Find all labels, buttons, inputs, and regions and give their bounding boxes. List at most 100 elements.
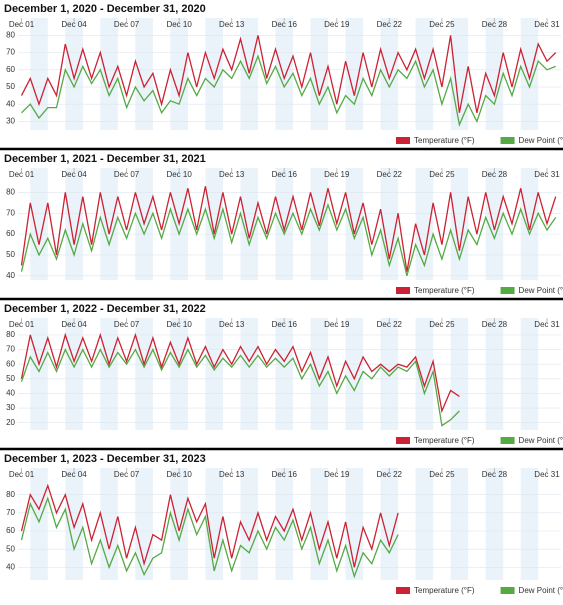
x-tick-label: Dec 19 bbox=[324, 20, 350, 29]
day-band bbox=[275, 318, 294, 430]
day-band bbox=[275, 468, 294, 580]
x-tick-label: Dec 01 bbox=[9, 20, 35, 29]
series-line bbox=[20, 496, 399, 579]
day-band bbox=[65, 468, 83, 580]
x-tick-label: Dec 31 bbox=[534, 470, 560, 479]
y-tick-label: 60 bbox=[6, 229, 15, 238]
day-band bbox=[65, 18, 83, 130]
x-tick-label: Dec 16 bbox=[272, 320, 298, 329]
day-band bbox=[520, 18, 539, 130]
x-tick-label: Dec 31 bbox=[534, 320, 560, 329]
x-tick-label: Dec 13 bbox=[219, 320, 245, 329]
day-band bbox=[170, 468, 188, 580]
legend-label: Temperature (°F) bbox=[414, 136, 475, 145]
x-tick-label: Dec 16 bbox=[272, 170, 298, 179]
y-tick-label: 50 bbox=[6, 250, 15, 259]
legend-swatch bbox=[396, 437, 410, 444]
legend-swatch bbox=[500, 287, 515, 294]
day-band bbox=[380, 18, 399, 130]
y-tick-label: 80 bbox=[6, 188, 15, 197]
x-tick-label: Dec 25 bbox=[429, 20, 455, 29]
day-band bbox=[450, 318, 469, 430]
day-band bbox=[170, 18, 188, 130]
day-band bbox=[310, 18, 329, 130]
x-tick-label: Dec 10 bbox=[166, 470, 192, 479]
chart-title: December 1, 2023 - December 31, 2023 bbox=[4, 453, 206, 465]
x-tick-label: Dec 01 bbox=[9, 320, 35, 329]
day-band bbox=[170, 318, 188, 430]
x-tick-label: Dec 13 bbox=[219, 20, 245, 29]
day-band bbox=[30, 468, 48, 580]
y-tick-label: 50 bbox=[6, 544, 15, 553]
day-band bbox=[450, 168, 469, 280]
legend-swatch bbox=[500, 437, 515, 444]
y-tick-label: 70 bbox=[6, 345, 15, 354]
day-band bbox=[30, 18, 48, 130]
day-band bbox=[100, 18, 118, 130]
x-tick-label: Dec 10 bbox=[166, 170, 192, 179]
day-band bbox=[275, 168, 294, 280]
day-band bbox=[240, 468, 258, 580]
y-tick-label: 40 bbox=[6, 389, 15, 398]
x-tick-label: Dec 28 bbox=[482, 170, 508, 179]
x-tick-label: Dec 01 bbox=[9, 170, 35, 179]
day-band bbox=[485, 468, 504, 580]
legend-swatch bbox=[396, 137, 410, 144]
legend-swatch bbox=[500, 587, 515, 594]
x-tick-label: Dec 19 bbox=[324, 170, 350, 179]
x-tick-label: Dec 28 bbox=[482, 20, 508, 29]
x-tick-label: Dec 07 bbox=[114, 320, 140, 329]
day-band bbox=[345, 168, 364, 280]
x-tick-label: Dec 13 bbox=[219, 470, 245, 479]
series-line bbox=[20, 483, 399, 568]
legend-label: Temperature (°F) bbox=[414, 436, 475, 445]
y-tick-label: 60 bbox=[6, 359, 15, 368]
x-tick-label: Dec 01 bbox=[9, 470, 35, 479]
x-tick-label: Dec 28 bbox=[482, 320, 508, 329]
series-line bbox=[21, 54, 556, 128]
legend-label: Dew Point (°) bbox=[519, 136, 563, 145]
x-tick-label: Dec 28 bbox=[482, 470, 508, 479]
series-line bbox=[20, 35, 557, 113]
day-band bbox=[415, 318, 434, 430]
chart-title: December 1, 2020 - December 31, 2020 bbox=[4, 3, 206, 15]
y-tick-label: 40 bbox=[6, 562, 15, 571]
x-tick-label: Dec 04 bbox=[61, 470, 87, 479]
legend-label: Dew Point (°) bbox=[519, 436, 563, 445]
day-band bbox=[450, 18, 469, 130]
x-tick-label: Dec 04 bbox=[61, 20, 87, 29]
x-tick-label: Dec 22 bbox=[377, 470, 403, 479]
day-band bbox=[415, 18, 434, 130]
x-tick-label: Dec 25 bbox=[429, 170, 455, 179]
day-band bbox=[520, 168, 539, 280]
day-band bbox=[380, 318, 399, 430]
day-band bbox=[135, 468, 153, 580]
x-tick-label: Dec 31 bbox=[534, 20, 560, 29]
series-line bbox=[20, 186, 557, 272]
day-band bbox=[380, 468, 399, 580]
day-band bbox=[100, 168, 118, 280]
y-tick-label: 60 bbox=[6, 526, 15, 535]
y-tick-label: 70 bbox=[6, 508, 15, 517]
day-band bbox=[450, 468, 469, 580]
series-line bbox=[20, 332, 460, 414]
series-line bbox=[20, 202, 557, 276]
day-band bbox=[240, 18, 258, 130]
day-band bbox=[205, 18, 223, 130]
x-tick-label: Dec 16 bbox=[272, 20, 298, 29]
x-tick-label: Dec 10 bbox=[166, 20, 192, 29]
y-tick-label: 30 bbox=[6, 403, 15, 412]
x-tick-label: Dec 07 bbox=[114, 470, 140, 479]
y-tick-label: 80 bbox=[6, 490, 15, 499]
x-tick-label: Dec 22 bbox=[377, 320, 403, 329]
y-tick-label: 40 bbox=[6, 99, 15, 108]
day-band bbox=[345, 18, 364, 130]
day-band bbox=[100, 318, 118, 430]
y-tick-label: 70 bbox=[6, 48, 15, 57]
day-band bbox=[65, 168, 83, 280]
day-band bbox=[30, 318, 48, 430]
chart-title: December 1, 2021 - December 31, 2021 bbox=[4, 153, 206, 165]
day-band bbox=[485, 18, 504, 130]
day-band bbox=[520, 318, 539, 430]
